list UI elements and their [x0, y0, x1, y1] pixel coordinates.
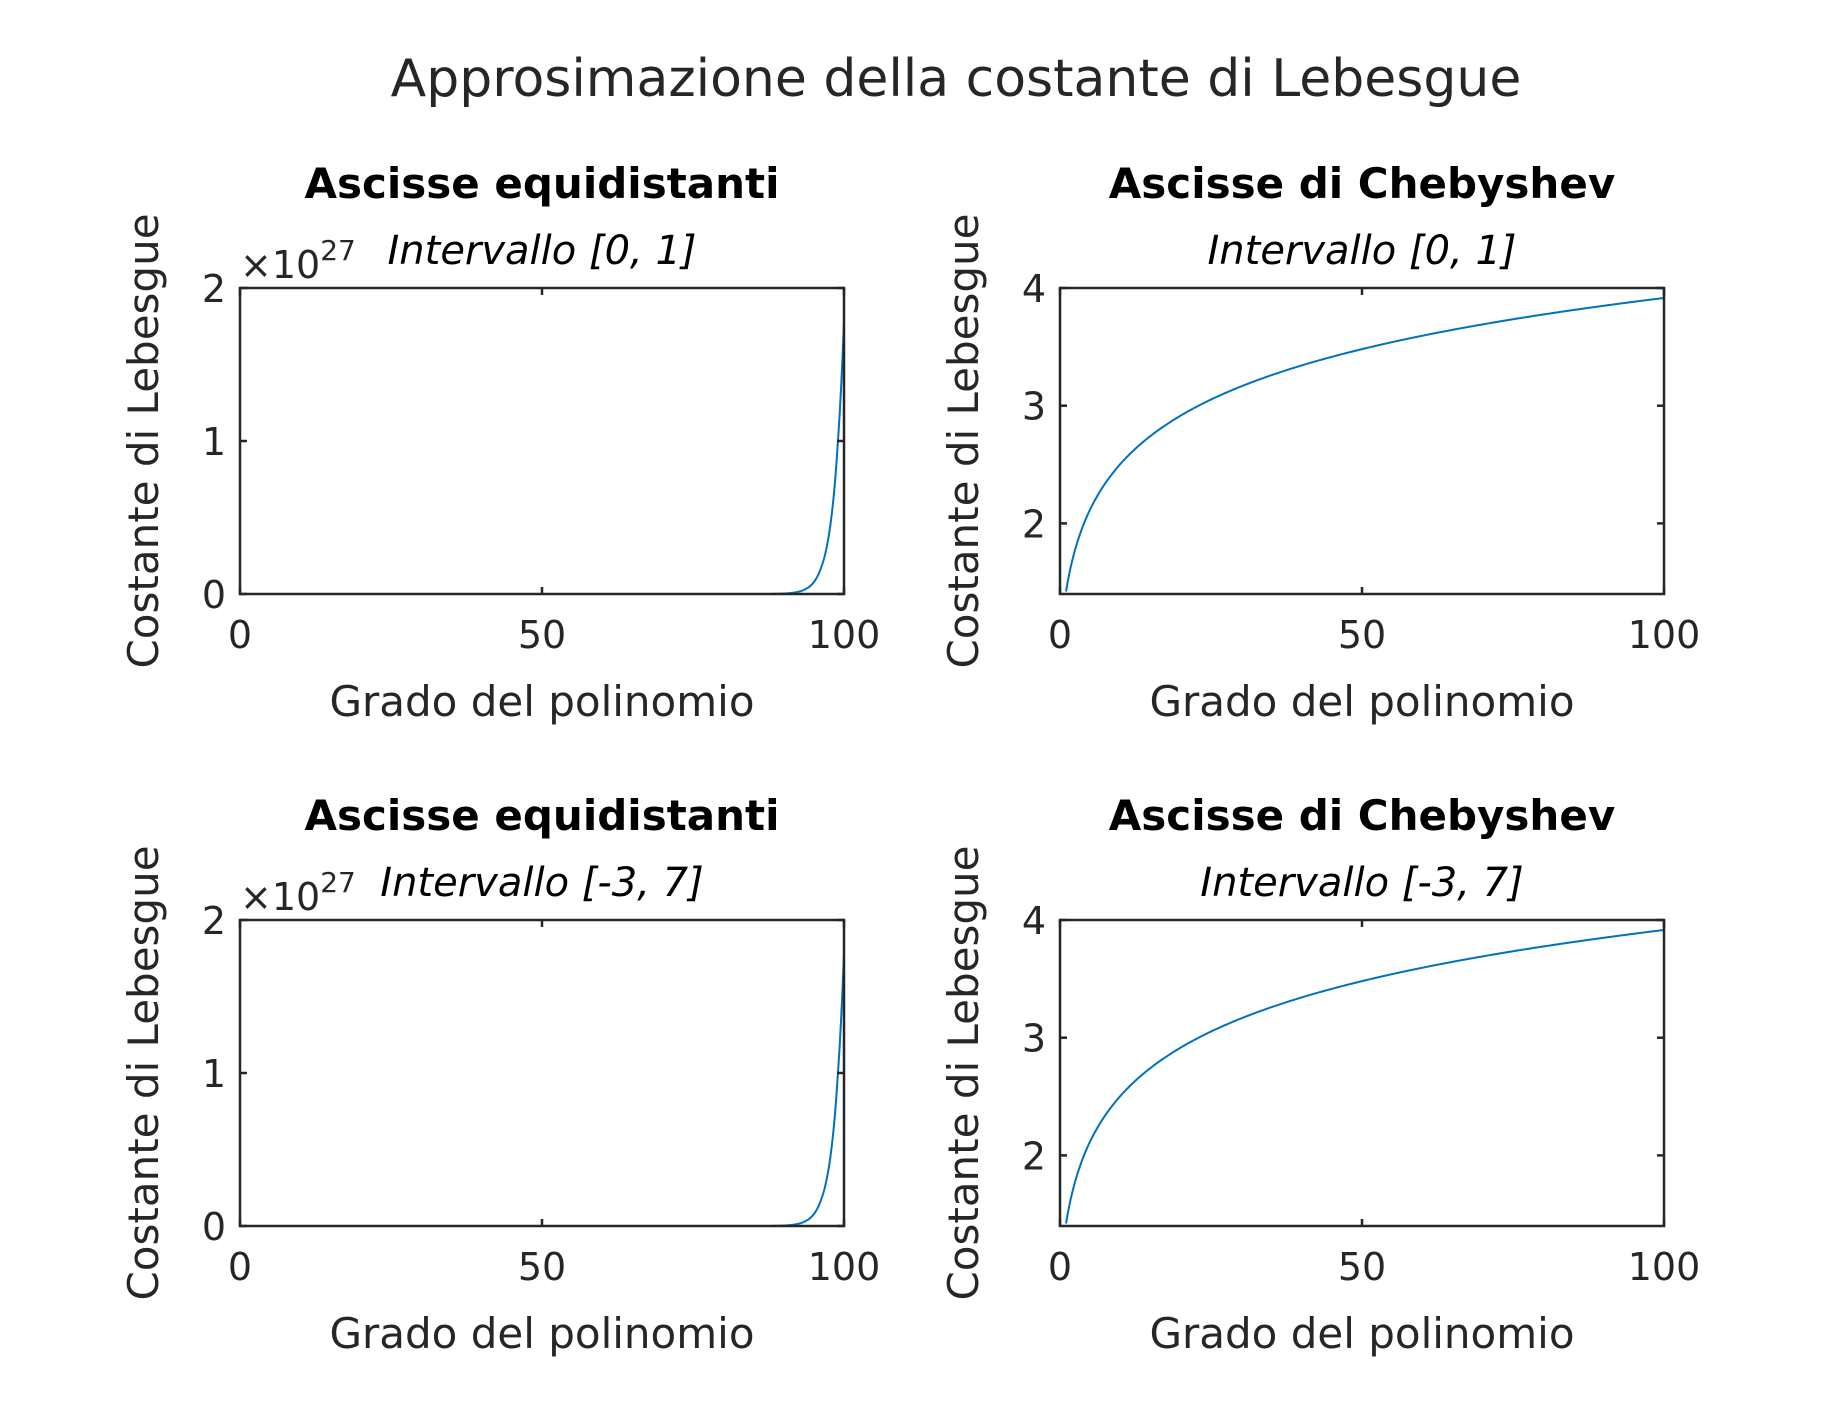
y-tick-label: 2	[1022, 502, 1046, 546]
subplot-grid: Ascisse equidistanti Intervallo [0, 1] ×10…	[119, 159, 1700, 1358]
x-axis-label: Grado del polinomio	[1149, 1309, 1574, 1358]
subplot-4: Ascisse di Chebyshev Intervallo [-3, 7] 0 5…	[939, 791, 1700, 1358]
x-tick-label: 50	[1338, 613, 1386, 657]
y-tick-label: 3	[1022, 1017, 1046, 1061]
figure-title: Approsimazione della costante di Lebesgu…	[391, 49, 1522, 109]
subplot-title: Ascisse di Chebyshev	[1109, 791, 1615, 840]
series-line	[1065, 296, 1664, 592]
x-tick-label: 0	[228, 1245, 252, 1289]
x-tick-label: 100	[1628, 1245, 1701, 1289]
subplot-subtitle: Intervallo [0, 1]	[387, 228, 696, 274]
y-axis-label: Costante di Lebesgue	[119, 845, 168, 1300]
y-tick-label: 1	[202, 1052, 226, 1096]
y-tick-label: 3	[1022, 385, 1046, 429]
subplot-1: Ascisse equidistanti Intervallo [0, 1] ×10…	[119, 159, 880, 726]
y-tick-label: 0	[202, 1205, 226, 1249]
x-axis-label: Grado del polinomio	[329, 1309, 754, 1358]
y-axis-label: Costante di Lebesgue	[119, 213, 168, 668]
subplot-subtitle: Intervallo [-3, 7]	[380, 860, 703, 906]
subplot-3: Ascisse equidistanti Intervallo [-3, 7] ×1…	[119, 791, 880, 1358]
x-tick-label: 0	[1048, 613, 1072, 657]
series-line	[1065, 928, 1664, 1224]
y-tick-label: 4	[1022, 899, 1046, 943]
subplot-2: Ascisse di Chebyshev Intervallo [0, 1] 0 50…	[939, 159, 1700, 726]
x-axis-label: Grado del polinomio	[329, 677, 754, 726]
x-tick-label: 50	[1338, 1245, 1386, 1289]
x-tick-label: 0	[1048, 1245, 1072, 1289]
subplot-title: Ascisse equidistanti	[304, 159, 779, 208]
x-tick-label: 100	[808, 613, 881, 657]
y-exponent-label: ×1027	[240, 866, 356, 919]
x-tick-label: 100	[1628, 613, 1701, 657]
y-tick-label: 2	[1022, 1134, 1046, 1178]
y-exponent-label: ×1027	[240, 234, 356, 287]
y-tick-label: 2	[202, 899, 226, 943]
y-tick-label: 2	[202, 267, 226, 311]
x-tick-label: 50	[518, 613, 566, 657]
x-tick-label: 0	[228, 613, 252, 657]
y-axis-label: Costante di Lebesgue	[939, 845, 988, 1300]
y-tick-label: 4	[1022, 267, 1046, 311]
subplot-subtitle: Intervallo [0, 1]	[1207, 228, 1516, 274]
x-tick-label: 50	[518, 1245, 566, 1289]
subplot-title: Ascisse equidistanti	[304, 791, 779, 840]
y-tick-label: 1	[202, 420, 226, 464]
x-axis-label: Grado del polinomio	[1149, 677, 1574, 726]
y-tick-label: 0	[202, 573, 226, 617]
subplot-title: Ascisse di Chebyshev	[1109, 159, 1615, 208]
subplot-subtitle: Intervallo [-3, 7]	[1200, 860, 1523, 906]
y-axis-label: Costante di Lebesgue	[939, 213, 988, 668]
x-tick-label: 100	[808, 1245, 881, 1289]
